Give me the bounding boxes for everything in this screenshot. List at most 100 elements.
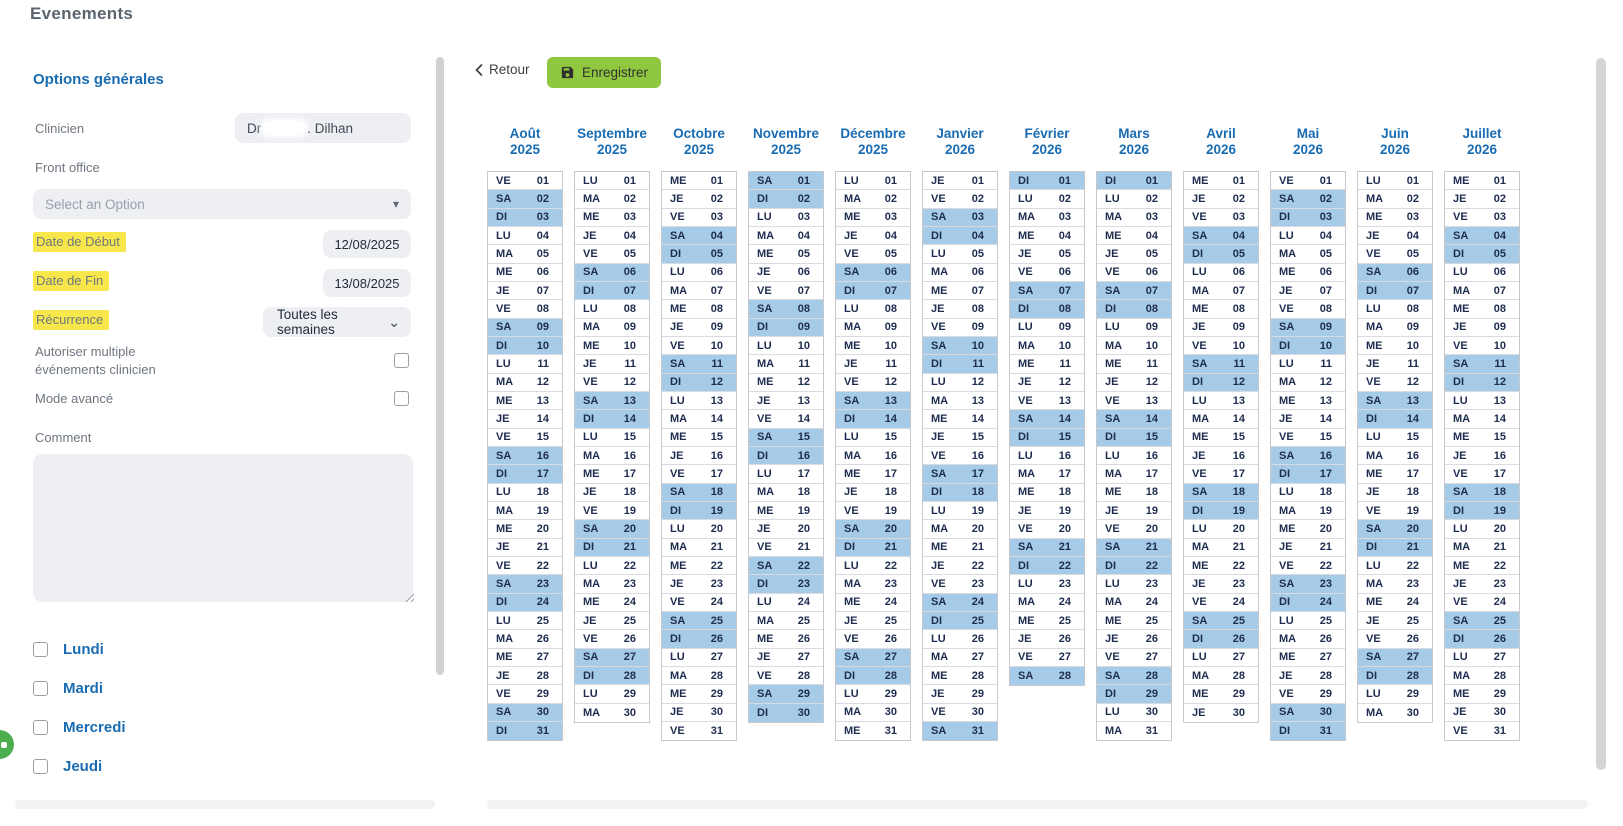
- calendar-day-cell[interactable]: SA 08: [749, 300, 823, 319]
- calendar-day-cell[interactable]: LU 23: [1097, 575, 1171, 594]
- calendar-day-cell[interactable]: VE 03: [662, 209, 736, 227]
- calendar-day-cell[interactable]: DI 17: [1271, 465, 1345, 484]
- calendar-day-cell[interactable]: DI 14: [836, 410, 910, 429]
- calendar-day-cell[interactable]: DI 07: [575, 281, 649, 301]
- calendar-day-cell[interactable]: SA 27: [836, 648, 910, 667]
- calendar-day-cell[interactable]: ME 17: [575, 465, 649, 484]
- calendar-day-cell[interactable]: SA 13: [836, 391, 910, 411]
- allow-multiple-checkbox[interactable]: [394, 353, 409, 368]
- calendar-day-cell[interactable]: MA 23: [836, 575, 910, 594]
- calendar-day-cell[interactable]: LU 03: [749, 209, 823, 227]
- calendar-day-cell[interactable]: DI 22: [1097, 556, 1171, 576]
- calendar-day-cell[interactable]: ME 21: [923, 539, 997, 557]
- calendar-day-cell[interactable]: VE 24: [1184, 594, 1258, 612]
- calendar-day-cell[interactable]: LU 13: [1184, 392, 1258, 411]
- calendar-day-cell[interactable]: MA 18: [749, 484, 823, 502]
- calendar-day-cell[interactable]: DI 31: [1271, 721, 1345, 741]
- calendar-day-cell[interactable]: DI 04: [923, 226, 997, 246]
- calendar-day-cell[interactable]: LU 15: [836, 429, 910, 447]
- calendar-day-cell[interactable]: JE 18: [836, 484, 910, 502]
- calendar-day-cell[interactable]: ME 08: [662, 300, 736, 319]
- calendar-day-cell[interactable]: SA 09: [488, 318, 562, 337]
- calendar-day-cell[interactable]: ME 29: [1445, 685, 1519, 704]
- calendar-day-cell[interactable]: MA 27: [923, 649, 997, 667]
- calendar-day-cell[interactable]: LU 30: [1097, 704, 1171, 722]
- start-date-input[interactable]: 12/08/2025: [323, 230, 411, 258]
- calendar-day-cell[interactable]: DI 23: [749, 575, 823, 594]
- calendar-day-cell[interactable]: MA 07: [1445, 282, 1519, 301]
- main-scrollbar[interactable]: [1596, 58, 1606, 770]
- calendar-day-cell[interactable]: MA 10: [1097, 337, 1171, 356]
- calendar-day-cell[interactable]: ME 05: [749, 245, 823, 264]
- calendar-day-cell[interactable]: MA 09: [836, 319, 910, 337]
- calendar-day-cell[interactable]: ME 06: [1271, 264, 1345, 282]
- calendar-day-cell[interactable]: MA 20: [923, 520, 997, 539]
- calendar-day-cell[interactable]: LU 08: [575, 300, 649, 319]
- calendar-day-cell[interactable]: DI 16: [749, 446, 823, 466]
- calendar-day-cell[interactable]: MA 03: [1097, 209, 1171, 227]
- calendar-day-cell[interactable]: MA 21: [662, 539, 736, 557]
- calendar-day-cell[interactable]: DI 26: [1184, 630, 1258, 649]
- calendar-day-cell[interactable]: SA 15: [749, 428, 823, 447]
- recurrence-select[interactable]: Toutes les semaines ⌄: [263, 307, 411, 337]
- calendar-day-cell[interactable]: LU 08: [836, 300, 910, 319]
- calendar-day-cell[interactable]: VE 13: [1010, 392, 1084, 411]
- calendar-day-cell[interactable]: MA 02: [1358, 190, 1432, 209]
- calendar-day-cell[interactable]: ME 04: [1010, 227, 1084, 246]
- back-button[interactable]: Retour: [474, 62, 530, 77]
- calendar-day-cell[interactable]: SA 06: [1358, 263, 1432, 282]
- calendar-day-cell[interactable]: JE 21: [488, 539, 562, 557]
- calendar-day-cell[interactable]: JE 16: [1184, 447, 1258, 466]
- calendar-day-cell[interactable]: DI 24: [1271, 593, 1345, 612]
- calendar-day-cell[interactable]: DI 05: [1445, 245, 1519, 264]
- advanced-mode-checkbox[interactable]: [394, 391, 409, 406]
- calendar-day-cell[interactable]: SA 29: [749, 685, 823, 704]
- calendar-day-cell[interactable]: JE 16: [662, 447, 736, 466]
- calendar-day-cell[interactable]: VE 16: [923, 447, 997, 466]
- calendar-day-cell[interactable]: ME 19: [749, 502, 823, 521]
- calendar-day-cell[interactable]: JE 26: [1097, 630, 1171, 649]
- calendar-day-cell[interactable]: SA 20: [836, 520, 910, 539]
- calendar-day-cell[interactable]: JE 15: [923, 429, 997, 447]
- calendar-day-cell[interactable]: MA 12: [1271, 374, 1345, 392]
- calendar-day-cell[interactable]: DI 12: [1184, 373, 1258, 392]
- calendar-day-cell[interactable]: JE 07: [488, 282, 562, 301]
- calendar-day-cell[interactable]: DI 05: [1184, 245, 1258, 264]
- calendar-day-cell[interactable]: LU 06: [1445, 264, 1519, 282]
- calendar-day-cell[interactable]: LU 01: [575, 172, 649, 191]
- calendar-day-cell[interactable]: ME 27: [488, 649, 562, 667]
- calendar-day-cell[interactable]: JE 30: [1184, 704, 1258, 722]
- calendar-day-cell[interactable]: LU 24: [749, 594, 823, 612]
- calendar-day-cell[interactable]: ME 20: [1271, 520, 1345, 539]
- calendar-day-cell[interactable]: SA 13: [575, 391, 649, 411]
- calendar-day-cell[interactable]: LU 06: [662, 264, 736, 282]
- calendar-day-cell[interactable]: ME 06: [488, 264, 562, 282]
- resize-handle-icon[interactable]: [403, 591, 414, 602]
- calendar-day-cell[interactable]: ME 27: [1271, 649, 1345, 667]
- calendar-day-cell[interactable]: SA 10: [923, 336, 997, 356]
- calendar-day-cell[interactable]: SA 16: [488, 446, 562, 466]
- calendar-day-cell[interactable]: SA 11: [1184, 355, 1258, 374]
- calendar-day-cell[interactable]: LU 13: [1445, 392, 1519, 411]
- calendar-day-cell[interactable]: VE 14: [749, 410, 823, 429]
- calendar-day-cell[interactable]: DI 15: [1097, 428, 1171, 447]
- calendar-day-cell[interactable]: VE 26: [575, 630, 649, 649]
- calendar-day-cell[interactable]: VE 01: [1271, 172, 1345, 191]
- calendar-day-cell[interactable]: LU 22: [1358, 557, 1432, 576]
- calendar-day-cell[interactable]: MA 30: [836, 704, 910, 722]
- calendar-day-cell[interactable]: DI 28: [1358, 666, 1432, 686]
- calendar-day-cell[interactable]: MA 23: [575, 575, 649, 594]
- calendar-day-cell[interactable]: LU 09: [1097, 319, 1171, 337]
- calendar-day-cell[interactable]: DI 07: [836, 281, 910, 301]
- calendar-day-cell[interactable]: MA 06: [923, 264, 997, 282]
- calendar-day-cell[interactable]: ME 22: [1445, 557, 1519, 576]
- calendar-day-cell[interactable]: VE 23: [923, 575, 997, 594]
- calendar-day-cell[interactable]: SA 04: [662, 226, 736, 246]
- calendar-day-cell[interactable]: LU 25: [488, 612, 562, 631]
- calendar-day-cell[interactable]: ME 25: [1097, 612, 1171, 631]
- calendar-day-cell[interactable]: MA 26: [1271, 630, 1345, 649]
- calendar-day-cell[interactable]: MA 17: [1010, 465, 1084, 484]
- calendar-day-cell[interactable]: VE 07: [749, 282, 823, 301]
- calendar-day-cell[interactable]: VE 05: [1358, 245, 1432, 264]
- calendar-day-cell[interactable]: JE 12: [1097, 374, 1171, 392]
